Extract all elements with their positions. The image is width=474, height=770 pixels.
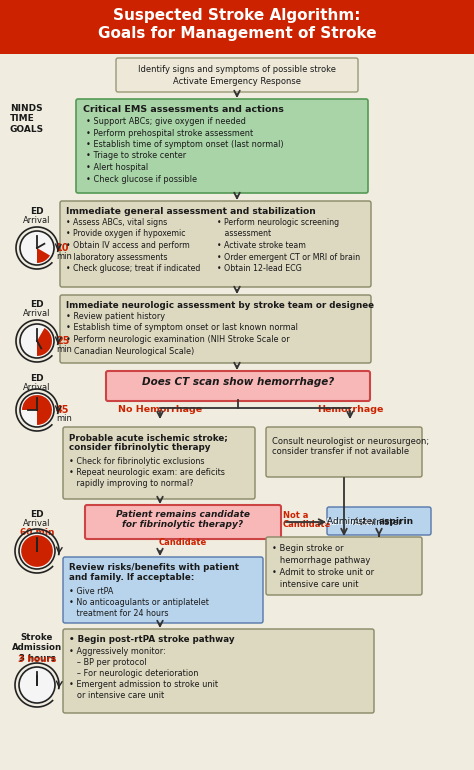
- Text: NINDS
TIME
GOALS: NINDS TIME GOALS: [10, 104, 44, 134]
- Text: Immediate neurologic assessment by stroke team or designee: Immediate neurologic assessment by strok…: [66, 301, 374, 310]
- Text: • No anticoagulants or antiplatelet: • No anticoagulants or antiplatelet: [69, 598, 209, 607]
- FancyBboxPatch shape: [60, 201, 371, 287]
- Circle shape: [20, 393, 54, 427]
- Text: Stroke
Admission
3 hours: Stroke Admission 3 hours: [12, 633, 62, 663]
- Text: Immediate general assessment and stabilization: Immediate general assessment and stabili…: [66, 207, 316, 216]
- Text: • Activate stroke team: • Activate stroke team: [218, 241, 306, 250]
- Text: • Obtain IV access and perform: • Obtain IV access and perform: [66, 241, 190, 250]
- Text: • Perform prehospital stroke assessment: • Perform prehospital stroke assessment: [86, 129, 253, 138]
- Text: intensive care unit: intensive care unit: [272, 580, 358, 589]
- Text: • Check glucose if possible: • Check glucose if possible: [86, 175, 197, 183]
- Text: 10: 10: [56, 243, 70, 253]
- Wedge shape: [37, 328, 52, 356]
- Text: Candidate: Candidate: [159, 538, 207, 547]
- Wedge shape: [37, 248, 50, 263]
- Text: Arrival: Arrival: [23, 309, 51, 318]
- Text: Activate Emergency Response: Activate Emergency Response: [173, 77, 301, 86]
- Text: Administer: Administer: [325, 518, 377, 527]
- Text: treatment for 24 hours: treatment for 24 hours: [69, 609, 168, 618]
- Text: • Check for fibrinolytic exclusions: • Check for fibrinolytic exclusions: [69, 457, 204, 466]
- Text: Suspected Stroke Algorithm:: Suspected Stroke Algorithm:: [113, 8, 361, 23]
- Text: or intensive care unit: or intensive care unit: [69, 691, 164, 700]
- Text: • Establish time of symptom onset (last normal): • Establish time of symptom onset (last …: [86, 140, 283, 149]
- Text: • Obtain 12-lead ECG: • Obtain 12-lead ECG: [218, 264, 302, 273]
- Text: 60 min: 60 min: [20, 528, 54, 537]
- Text: Arrival: Arrival: [23, 383, 51, 392]
- Text: – BP per protocol: – BP per protocol: [69, 658, 146, 667]
- FancyBboxPatch shape: [0, 0, 474, 54]
- Text: • Review patient history: • Review patient history: [66, 312, 165, 321]
- Text: • Assess ABCs, vital signs: • Assess ABCs, vital signs: [66, 218, 167, 227]
- Text: Identify signs and symptoms of possible stroke: Identify signs and symptoms of possible …: [138, 65, 336, 74]
- FancyBboxPatch shape: [63, 427, 255, 499]
- Text: Review risks/benefits with patient
and family. If acceptable:: Review risks/benefits with patient and f…: [69, 563, 239, 582]
- Text: laboratory assessments: laboratory assessments: [66, 253, 167, 262]
- Text: • Repeat neurologic exam: are deficits: • Repeat neurologic exam: are deficits: [69, 468, 225, 477]
- FancyBboxPatch shape: [76, 99, 368, 193]
- Text: Consult neurologist or neurosurgeon;
consider transfer if not available: Consult neurologist or neurosurgeon; con…: [272, 437, 429, 457]
- Text: • Begin post-rtPA stroke pathway: • Begin post-rtPA stroke pathway: [69, 635, 235, 644]
- Wedge shape: [21, 535, 53, 567]
- Text: No Hemorrhage: No Hemorrhage: [118, 405, 202, 414]
- Circle shape: [20, 324, 54, 358]
- Wedge shape: [22, 395, 52, 425]
- Text: min: min: [56, 252, 72, 261]
- Text: Does CT scan show hemorrhage?: Does CT scan show hemorrhage?: [142, 377, 334, 387]
- Text: • Perform neurologic screening: • Perform neurologic screening: [218, 218, 340, 227]
- FancyBboxPatch shape: [63, 629, 374, 713]
- Text: • Triage to stroke center: • Triage to stroke center: [86, 152, 186, 160]
- Text: • Emergent admission to stroke unit: • Emergent admission to stroke unit: [69, 680, 218, 689]
- Text: Not a: Not a: [283, 511, 309, 520]
- Text: Hemorrhage: Hemorrhage: [317, 405, 383, 414]
- Text: • Order emergent CT or MRI of brain: • Order emergent CT or MRI of brain: [218, 253, 361, 262]
- Text: min: min: [56, 414, 72, 423]
- Text: ED: ED: [30, 207, 44, 216]
- Text: • Begin stroke or: • Begin stroke or: [272, 544, 344, 553]
- Text: • Alert hospital: • Alert hospital: [86, 163, 148, 172]
- Text: • Establish time of symptom onset or last known normal: • Establish time of symptom onset or las…: [66, 323, 298, 333]
- Text: Candidate: Candidate: [283, 520, 331, 529]
- Text: Goals for Management of Stroke: Goals for Management of Stroke: [98, 26, 376, 41]
- Text: rapidly improving to normal?: rapidly improving to normal?: [69, 479, 193, 488]
- Circle shape: [20, 231, 54, 265]
- Text: assessment: assessment: [218, 229, 272, 239]
- Text: hemorrhage pathway: hemorrhage pathway: [272, 556, 370, 565]
- Text: – For neurologic deterioration: – For neurologic deterioration: [69, 669, 199, 678]
- FancyBboxPatch shape: [266, 537, 422, 595]
- FancyBboxPatch shape: [327, 507, 431, 535]
- FancyBboxPatch shape: [60, 295, 371, 363]
- Circle shape: [19, 533, 55, 569]
- Text: Arrival: Arrival: [23, 216, 51, 225]
- Circle shape: [19, 667, 55, 703]
- Text: Administer: Administer: [353, 518, 405, 527]
- Text: • Perform neurologic examination (NIH Stroke Scale or: • Perform neurologic examination (NIH St…: [66, 335, 290, 344]
- Text: Arrival: Arrival: [23, 519, 51, 528]
- Text: 3 hours: 3 hours: [18, 655, 56, 664]
- FancyBboxPatch shape: [63, 557, 263, 623]
- Text: 25: 25: [56, 336, 70, 346]
- Text: • Check glucose; treat if indicated: • Check glucose; treat if indicated: [66, 264, 201, 273]
- FancyBboxPatch shape: [85, 505, 281, 539]
- Text: Administer: Administer: [327, 517, 379, 525]
- Text: Probable acute ischemic stroke;
consider fibrinolytic therapy: Probable acute ischemic stroke; consider…: [69, 433, 228, 453]
- Text: • Support ABCs; give oxygen if needed: • Support ABCs; give oxygen if needed: [86, 117, 246, 126]
- Text: aspirin: aspirin: [379, 517, 414, 525]
- FancyBboxPatch shape: [116, 58, 358, 92]
- Text: 45: 45: [56, 405, 70, 415]
- Text: ED: ED: [30, 510, 44, 519]
- Text: min: min: [56, 345, 72, 354]
- Text: • Admit to stroke unit or: • Admit to stroke unit or: [272, 568, 374, 577]
- Text: ED: ED: [30, 300, 44, 309]
- Text: ED: ED: [30, 374, 44, 383]
- Text: • Provide oxygen if hypoxemic: • Provide oxygen if hypoxemic: [66, 229, 185, 239]
- FancyBboxPatch shape: [106, 371, 370, 401]
- Text: • Aggressively monitor:: • Aggressively monitor:: [69, 647, 166, 656]
- Text: • Give rtPA: • Give rtPA: [69, 587, 113, 596]
- FancyBboxPatch shape: [266, 427, 422, 477]
- Text: Canadian Neurological Scale): Canadian Neurological Scale): [66, 346, 194, 356]
- Text: Critical EMS assessments and actions: Critical EMS assessments and actions: [83, 105, 284, 114]
- Text: Patient remains candidate
for fibrinolytic therapy?: Patient remains candidate for fibrinolyt…: [116, 510, 250, 530]
